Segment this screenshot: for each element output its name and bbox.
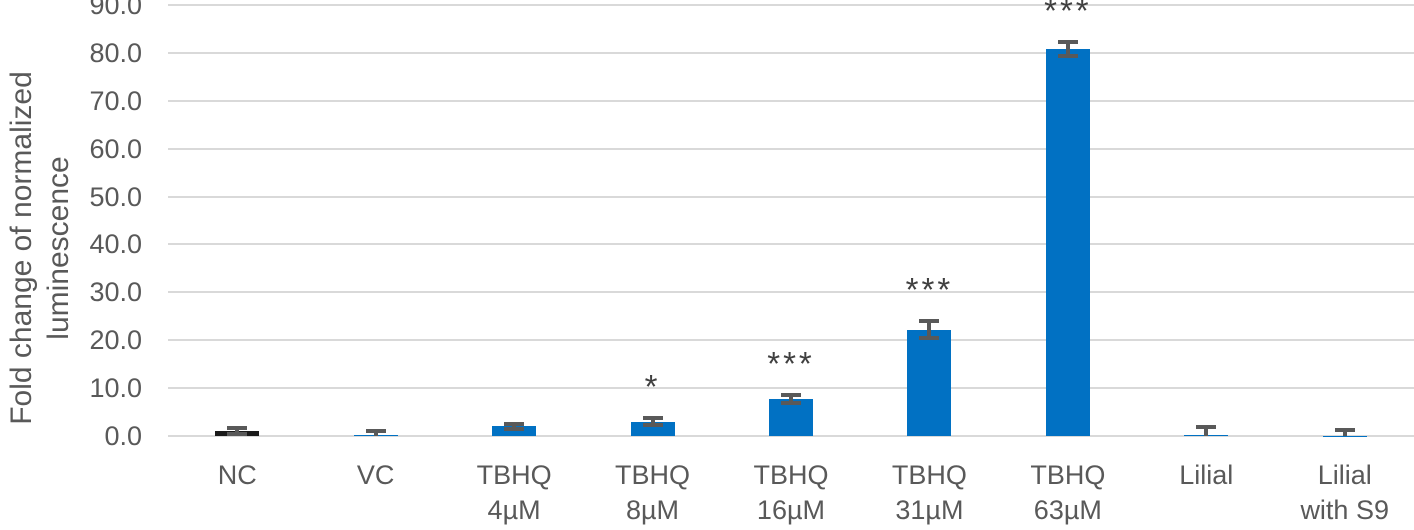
y-tick-label: 90.0: [89, 0, 142, 20]
error-bar-lilial-with-s9: [1342, 430, 1347, 436]
error-bar-cap-top: [781, 393, 801, 398]
x-label-line: TBHQ: [753, 460, 829, 490]
x-label-line: 4µM: [487, 495, 541, 525]
error-bar-cap-top: [642, 416, 663, 421]
gridline-10.0: [168, 387, 1414, 390]
x-label-lilial: Lilial: [1137, 458, 1275, 528]
gridline-30.0: [168, 291, 1414, 294]
y-tick-label: 0.0: [104, 421, 142, 451]
x-label-nc: NC: [168, 458, 306, 528]
x-label-tbhq-63um: TBHQ 63µM: [999, 458, 1137, 528]
significance-marker-tbhq-31um: ***: [905, 271, 954, 309]
y-tick-label: 40.0: [89, 229, 142, 260]
bar-tbhq-31um: [907, 329, 952, 436]
y-tick-label: 30.0: [89, 277, 142, 308]
error-bar-cap-bottom: [919, 336, 940, 341]
error-bar-cap-top: [1196, 424, 1217, 429]
x-label-line: Lilial: [1317, 460, 1372, 490]
y-tick-label: 60.0: [89, 133, 142, 164]
error-bar-cap-top: [919, 319, 940, 324]
x-label-line: TBHQ: [476, 460, 552, 490]
error-bar-cap-top: [227, 425, 248, 430]
x-label-line: VC: [356, 460, 395, 490]
y-tick-label: 10.0: [89, 373, 142, 404]
x-axis-labels: NC VC TBHQ 4µM TBHQ 8µM TBHQ 16µM TBHQ 31µM TBHQ 63…: [168, 458, 1414, 528]
x-label-tbhq-4um: TBHQ 4µM: [445, 458, 583, 528]
error-bar-cap-top: [365, 429, 386, 434]
error-bar-cap-bottom: [504, 427, 525, 432]
bar-tbhq-8um: [630, 421, 675, 436]
y-tick-label: 20.0: [89, 325, 142, 356]
x-label-lilial-with-s9: Lilial with S9: [1276, 458, 1414, 528]
error-bar-tbhq-31um: [927, 321, 932, 339]
x-label-tbhq-31um: TBHQ 31µM: [860, 458, 998, 528]
gridline-70.0: [168, 99, 1414, 102]
gridline-60.0: [168, 147, 1414, 150]
x-label-line: 16µM: [756, 495, 826, 525]
error-bar-tbhq-16um: [789, 395, 793, 403]
error-bar-tbhq-63um: [1065, 41, 1070, 57]
gridline-40.0: [168, 243, 1414, 246]
x-label-line: NC: [217, 460, 257, 490]
x-label-line: TBHQ: [1030, 460, 1106, 490]
significance-marker-tbhq-16um: ***: [767, 345, 815, 383]
gridline-20.0: [168, 339, 1414, 342]
error-bar-cap-top: [1334, 428, 1355, 433]
x-label-line: 63µM: [1033, 495, 1102, 525]
error-bar-lilial: [1204, 426, 1209, 436]
error-bar-cap-bottom: [1057, 54, 1078, 59]
error-bar-tbhq-4um: [512, 423, 517, 430]
x-label-tbhq-8um: TBHQ 8µM: [583, 458, 721, 528]
error-bar-cap-bottom: [781, 400, 801, 405]
x-label-line: Lilial: [1179, 460, 1234, 490]
significance-marker-tbhq-63um: ***: [1044, 0, 1092, 29]
error-bar-cap-top: [1057, 39, 1078, 44]
gridline-50.0: [168, 195, 1414, 198]
x-label-line: 8µM: [625, 495, 680, 525]
x-label-tbhq-16um: TBHQ 16µM: [722, 458, 860, 528]
bar-tbhq-16um: [769, 399, 813, 436]
y-axis-tick-labels: 0.0 10.0 20.0 30.0 40.0 50.0 60.0 70.0 80.0 90.0: [0, 0, 142, 530]
error-bar-cap-bottom: [227, 431, 248, 436]
gridline-0.0: [168, 435, 1414, 437]
x-label-vc: VC: [306, 458, 444, 528]
gridline-90.0: [168, 4, 1414, 6]
x-label-line: TBHQ: [615, 460, 691, 490]
error-bar-nc: [235, 427, 240, 434]
plot-area: * *** *** ***: [168, 0, 1414, 437]
error-bar-cap-top: [504, 421, 525, 426]
significance-marker-tbhq-8um: *: [644, 368, 661, 406]
x-label-line: with S9: [1300, 495, 1389, 525]
y-tick-label: 80.0: [89, 37, 142, 68]
error-bar-vc: [373, 431, 378, 436]
y-tick-label: 50.0: [89, 181, 142, 212]
x-label-line: 31µM: [895, 495, 964, 525]
gridline-80.0: [168, 51, 1414, 54]
bar-tbhq-63um: [1045, 49, 1090, 436]
error-bar-tbhq-8um: [650, 418, 655, 425]
y-tick-label: 70.0: [89, 85, 142, 116]
error-bar-cap-bottom: [642, 422, 663, 427]
x-label-line: TBHQ: [891, 460, 967, 490]
